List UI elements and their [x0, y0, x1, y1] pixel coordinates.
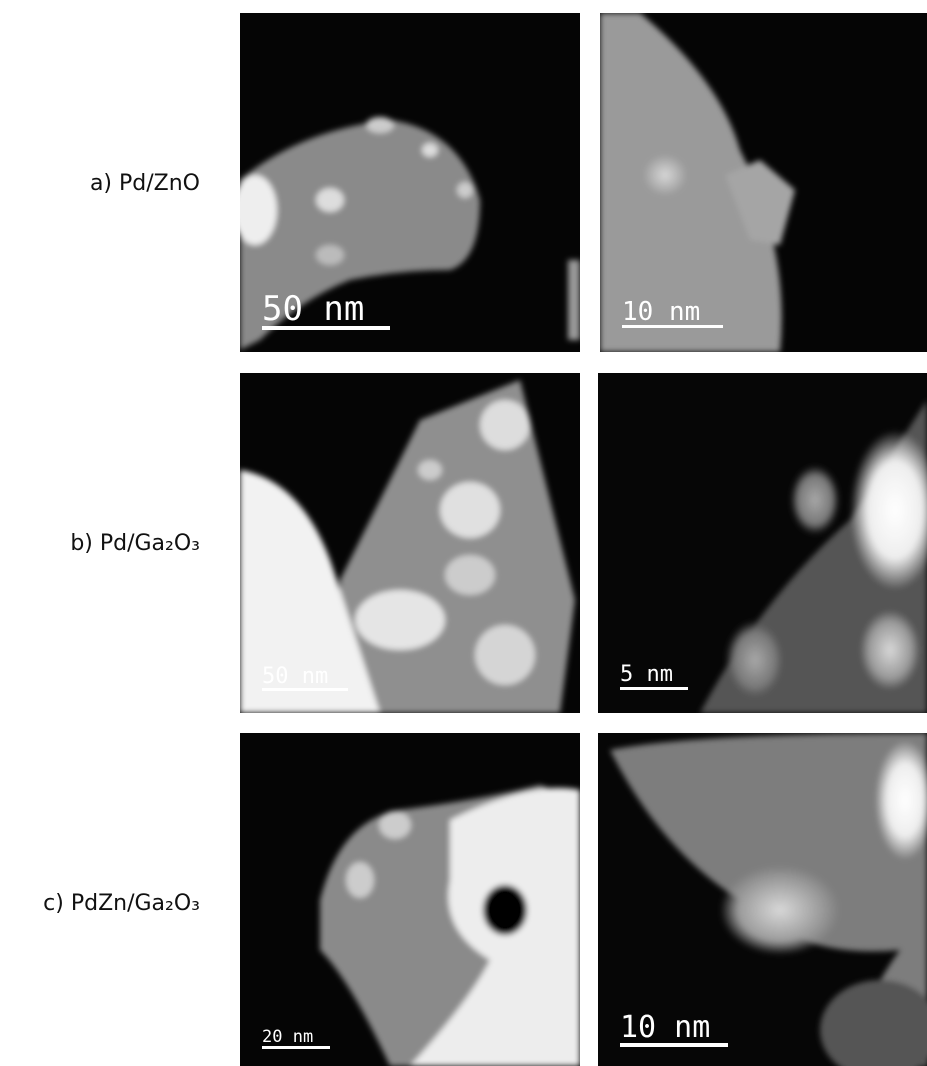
- scale-bar-label: 10 nm: [620, 1010, 710, 1045]
- scale-bar-label: 50 nm: [262, 289, 364, 329]
- scale-bar-label: 5 nm: [620, 662, 673, 687]
- micrograph: [240, 373, 580, 713]
- scale-bar: [262, 1046, 330, 1049]
- scale-bar-label: 20 nm: [262, 1027, 313, 1047]
- scale-bar: [620, 1043, 728, 1047]
- row-label: c) PdZn/Ga₂O₃: [43, 891, 200, 916]
- page: a) Pd/ZnO b) Pd/Ga₂O₃ c) PdZn/Ga₂O₃: [0, 0, 927, 1066]
- row-label: b) Pd/Ga₂O₃: [70, 531, 200, 556]
- row-label: a) Pd/ZnO: [90, 171, 200, 196]
- scale-bar-label: 50 nm: [262, 664, 328, 689]
- scale-bar: [262, 326, 390, 330]
- figure: a) Pd/ZnO b) Pd/Ga₂O₃ c) PdZn/Ga₂O₃: [0, 0, 927, 1066]
- micrograph: [240, 733, 580, 1066]
- scale-bar-label: 10 nm: [622, 297, 700, 327]
- scale-bar: [262, 688, 348, 691]
- scale-bar: [622, 325, 723, 328]
- scale-bar: [620, 687, 688, 690]
